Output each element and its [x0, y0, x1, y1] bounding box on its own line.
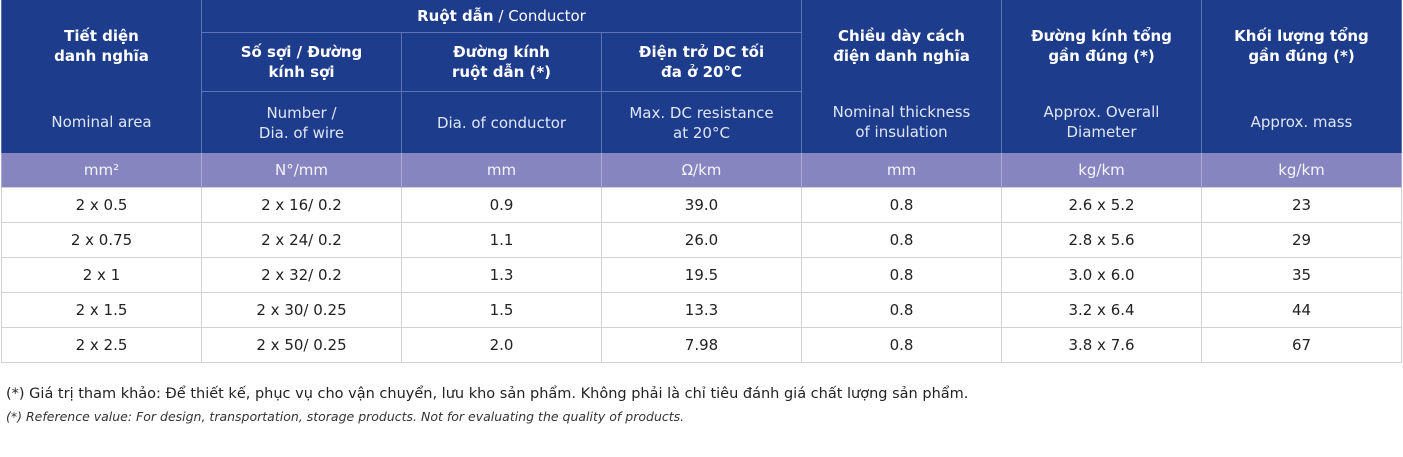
cell-approx-mass: 67	[1201, 327, 1402, 363]
cell-insulation-thickness: 0.8	[801, 187, 1002, 223]
unit-conductor-diameter: mm	[401, 153, 602, 188]
unit-row: mm² N°/mm mm Ω/km mm kg/km kg/km	[1, 153, 1402, 188]
unit-overall-diameter: kg/km	[1001, 153, 1202, 188]
unit-number-of-wires: N°/mm	[201, 153, 402, 188]
cell-conductor-diameter: 1.3	[401, 257, 602, 293]
cell-conductor-diameter: 0.9	[401, 187, 602, 223]
unit-insulation-thickness: mm	[801, 153, 1002, 188]
conductor-group-sep: /	[493, 7, 509, 25]
cell-number-of-wires: 2 x 16/ 0.2	[201, 187, 402, 223]
table-row: 2 x 0.5 2 x 16/ 0.2 0.9 39.0 0.8 2.6 x 5…	[1, 187, 1402, 223]
cell-insulation-thickness: 0.8	[801, 292, 1002, 328]
unit-nominal-area: mm²	[1, 153, 202, 188]
cell-conductor-diameter: 2.0	[401, 327, 602, 363]
cell-max-dc-resistance: 39.0	[601, 187, 802, 223]
header-max-dc-resistance: Điện trở DC tối đa ở 20°C	[601, 32, 802, 92]
cell-approx-mass: 35	[1201, 257, 1402, 293]
table-row: 2 x 2.5 2 x 50/ 0.25 2.0 7.98 0.8 3.8 x …	[1, 327, 1402, 363]
table-row: 2 x 1 2 x 32/ 0.2 1.3 19.5 0.8 3.0 x 6.0…	[1, 257, 1402, 293]
cell-nominal-area: 2 x 2.5	[1, 327, 202, 363]
cell-nominal-area: 2 x 0.5	[1, 187, 202, 223]
unit-max-dc-resistance: Ω/km	[601, 153, 802, 188]
en-overall-diameter: Approx. Overall Diameter	[1001, 91, 1202, 153]
en-nominal-area: Nominal area	[1, 91, 202, 153]
cell-number-of-wires: 2 x 24/ 0.2	[201, 222, 402, 258]
conductor-group-vi: Ruột dẫn	[417, 7, 494, 25]
cell-approx-mass: 23	[1201, 187, 1402, 223]
cable-spec-table: Tiết diện danh nghĩa Ruột dẫn / Conducto…	[1, 0, 1402, 363]
cell-nominal-area: 2 x 0.75	[1, 222, 202, 258]
header-overall-diameter: Đường kính tổng gần đúng (*)	[1001, 0, 1202, 92]
conductor-group-en: Conductor	[508, 7, 586, 25]
en-conductor-diameter: Dia. of conductor	[401, 91, 602, 153]
cell-conductor-diameter: 1.1	[401, 222, 602, 258]
footnote-english: (*) Reference value: For design, transpo…	[6, 409, 685, 424]
en-insulation-thickness: Nominal thickness of insulation	[801, 91, 1002, 153]
cell-number-of-wires: 2 x 32/ 0.2	[201, 257, 402, 293]
cell-nominal-area: 2 x 1	[1, 257, 202, 293]
cell-max-dc-resistance: 19.5	[601, 257, 802, 293]
en-number-of-wires: Number / Dia. of wire	[201, 91, 402, 153]
cell-overall-diameter: 3.8 x 7.6	[1001, 327, 1202, 363]
en-approx-mass: Approx. mass	[1201, 91, 1402, 153]
cell-max-dc-resistance: 26.0	[601, 222, 802, 258]
cell-max-dc-resistance: 13.3	[601, 292, 802, 328]
header-conductor-diameter: Đường kính ruột dẫn (*)	[401, 32, 602, 92]
header-conductor-group: Ruột dẫn / Conductor	[201, 0, 802, 33]
cell-overall-diameter: 2.8 x 5.6	[1001, 222, 1202, 258]
en-max-dc-resistance: Max. DC resistance at 20°C	[601, 91, 802, 153]
header-approx-mass: Khối lượng tổng gần đúng (*)	[1201, 0, 1402, 92]
cell-number-of-wires: 2 x 30/ 0.25	[201, 292, 402, 328]
table-row: 2 x 0.75 2 x 24/ 0.2 1.1 26.0 0.8 2.8 x …	[1, 222, 1402, 258]
footnote-vietnamese: (*) Giá trị tham khảo: Để thiết kế, phục…	[6, 386, 969, 402]
cell-approx-mass: 44	[1201, 292, 1402, 328]
cell-nominal-area: 2 x 1.5	[1, 292, 202, 328]
cell-insulation-thickness: 0.8	[801, 327, 1002, 363]
cell-overall-diameter: 2.6 x 5.2	[1001, 187, 1202, 223]
table-row: 2 x 1.5 2 x 30/ 0.25 1.5 13.3 0.8 3.2 x …	[1, 292, 1402, 328]
cell-approx-mass: 29	[1201, 222, 1402, 258]
header-nominal-area: Tiết diện danh nghĩa	[1, 0, 202, 92]
cell-insulation-thickness: 0.8	[801, 222, 1002, 258]
cell-conductor-diameter: 1.5	[401, 292, 602, 328]
cell-overall-diameter: 3.0 x 6.0	[1001, 257, 1202, 293]
header-number-of-wires: Số sợi / Đường kính sợi	[201, 32, 402, 92]
cell-insulation-thickness: 0.8	[801, 257, 1002, 293]
english-header-row: Nominal area Number / Dia. of wire Dia. …	[1, 91, 1402, 153]
cell-max-dc-resistance: 7.98	[601, 327, 802, 363]
cell-overall-diameter: 3.2 x 6.4	[1001, 292, 1202, 328]
cell-number-of-wires: 2 x 50/ 0.25	[201, 327, 402, 363]
unit-approx-mass: kg/km	[1201, 153, 1402, 188]
header-insulation-thickness: Chiều dày cách điện danh nghĩa	[801, 0, 1002, 92]
